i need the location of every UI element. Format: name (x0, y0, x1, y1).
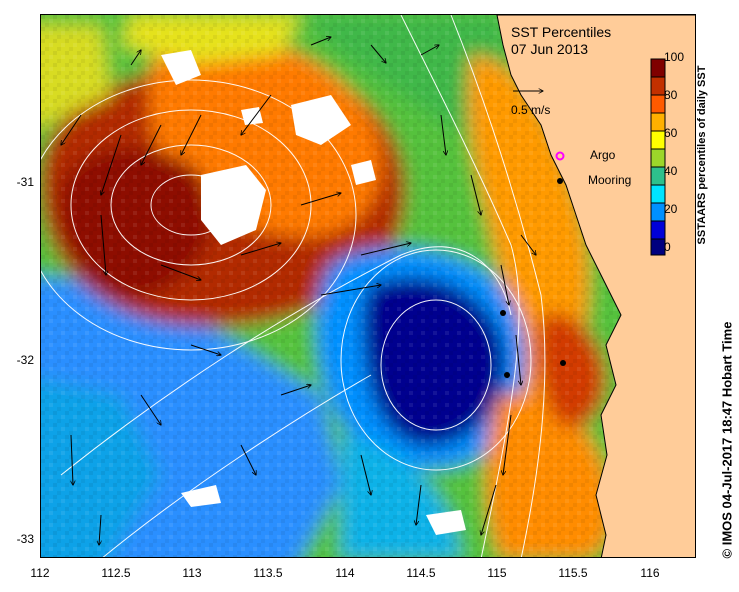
current-arrow (141, 124, 162, 165)
colorbar-tick: 100 (664, 50, 685, 64)
current-arrow (500, 264, 509, 305)
cloud-gap-4 (351, 160, 376, 185)
current-arrow (310, 37, 331, 46)
current-arrow (440, 114, 446, 155)
current-arrow (470, 174, 481, 215)
colorbar-segment (650, 58, 666, 78)
colorbar-tick: 0 (664, 240, 671, 254)
current-arrow (370, 44, 386, 63)
colorbar-segment (650, 148, 666, 168)
mooring-marker (504, 372, 510, 378)
colorbar-segment (650, 184, 666, 204)
argo-legend-marker (555, 151, 565, 161)
y-tick-label: -33 (16, 532, 34, 546)
colorbar-label: SSTAARS percentiles of daily SST (696, 65, 708, 245)
contour-warm-eddy-4 (41, 79, 357, 351)
current-arrow (360, 243, 411, 256)
cloud-gap-2 (291, 95, 351, 145)
current-arrow (101, 134, 122, 195)
colorbar-tick: 20 (664, 202, 678, 216)
current-arrow (300, 193, 341, 206)
reference-vector-label: 0.5 m/s (511, 103, 551, 117)
colorbar-tick: 40 (664, 164, 678, 178)
current-arrow (181, 114, 202, 155)
colorbar-segment (650, 94, 666, 114)
colorbar-segment (650, 220, 666, 240)
sst-map (41, 15, 695, 557)
current-arrow (99, 514, 101, 545)
colorbar-segment (650, 76, 666, 96)
argo-legend-label: Argo (590, 148, 616, 162)
current-arrow (320, 285, 381, 296)
y-tick-label: -31 (16, 175, 34, 189)
current-arrow (420, 45, 439, 56)
sea-level-contours (41, 15, 546, 557)
contour-coastal-1 (400, 15, 520, 557)
cloud-gap-3 (161, 50, 201, 85)
current-arrow (71, 434, 73, 485)
x-tick-label: 116 (640, 566, 660, 580)
land-western-australia (496, 15, 695, 557)
contour-warm-eddy-2 (110, 144, 272, 266)
mooring-legend-label: Mooring (588, 173, 632, 187)
current-arrow (360, 454, 371, 495)
x-tick-label: 112 (30, 566, 50, 580)
current-arrow (140, 394, 161, 425)
current-arrow (190, 344, 221, 355)
x-tick-label: 115 (487, 566, 507, 580)
current-arrow (160, 264, 201, 280)
current-arrow (241, 94, 272, 135)
contour-cold-eddy-1 (340, 249, 532, 471)
x-tick-label: 114 (335, 566, 355, 580)
x-tick-label: 114.5 (406, 566, 436, 580)
current-arrow (61, 114, 82, 145)
colorbar-tick: 80 (664, 88, 678, 102)
x-tick-label: 113 (182, 566, 202, 580)
mooring-legend-marker (557, 178, 563, 184)
contour-sweep-2 (102, 374, 372, 557)
map-date: 07 Jun 2013 (511, 41, 589, 57)
colorbar (650, 58, 666, 256)
current-arrow (100, 214, 106, 275)
contour-warm-eddy-3 (150, 174, 232, 236)
colorbar-segment (650, 166, 666, 186)
contour-sweep-1 (60, 246, 512, 476)
current-arrow (240, 444, 256, 475)
current-arrow (240, 243, 281, 256)
contour-coastal-2 (450, 15, 546, 557)
current-arrow (280, 385, 311, 396)
contour-cold-eddy-2 (380, 299, 492, 431)
colorbar-tick: 60 (664, 126, 678, 140)
imos-credit: © IMOS 04-Jul-2017 18:47 Hobart Time (719, 321, 735, 559)
cloud-gap-1 (201, 165, 266, 245)
x-tick-label: 113.5 (253, 566, 283, 580)
current-arrow (503, 414, 512, 475)
colorbar-segment (650, 202, 666, 222)
x-tick-label: 112.5 (101, 566, 131, 580)
current-arrow (130, 50, 141, 66)
y-tick-label: -32 (16, 353, 34, 367)
cloud-gaps (161, 50, 466, 535)
cloud-gap-5 (181, 485, 221, 507)
current-arrow (515, 334, 521, 385)
contour-warm-eddy-1 (70, 109, 312, 301)
mooring-marker (500, 310, 506, 316)
cloud-gap-6 (426, 510, 466, 535)
current-arrow (481, 484, 497, 535)
mooring-marker (560, 360, 566, 366)
map-panel (40, 14, 696, 558)
x-tick-label: 115.5 (558, 566, 588, 580)
map-title: SST Percentiles (511, 24, 612, 40)
colorbar-segment (650, 112, 666, 132)
current-vectors (61, 37, 536, 545)
current-arrow (416, 484, 422, 525)
current-arrow (520, 234, 536, 255)
colorbar-segment (650, 238, 666, 256)
colorbar-segment (650, 130, 666, 150)
